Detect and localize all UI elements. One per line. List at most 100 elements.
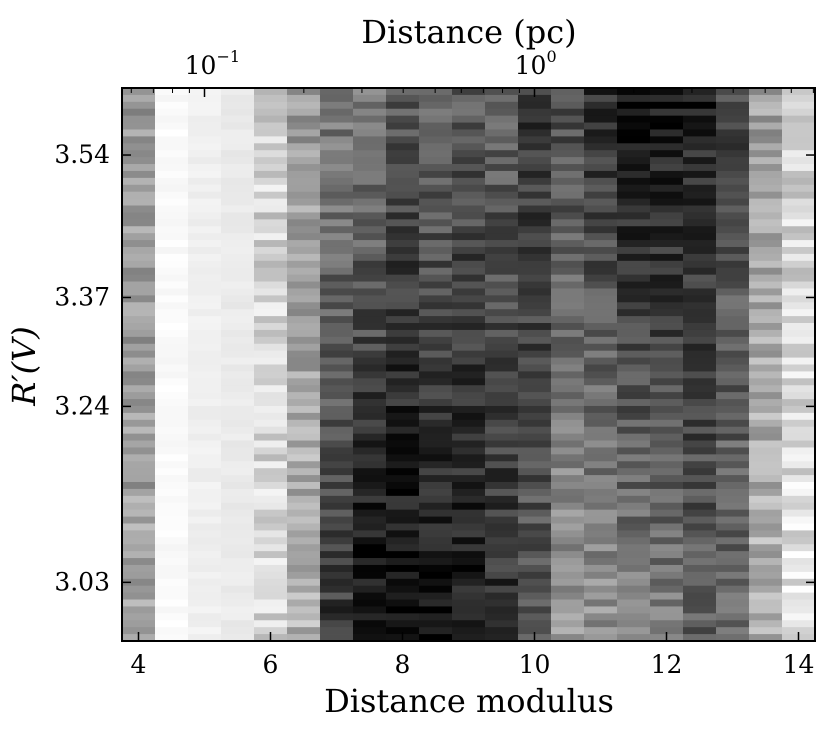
- heatmap-cell: [584, 191, 618, 199]
- heatmap-cell: [386, 578, 420, 587]
- heatmap-cell: [782, 309, 816, 317]
- heatmap-cell: [782, 150, 816, 158]
- heatmap-cell: [584, 184, 618, 193]
- heatmap-cell: [353, 371, 387, 379]
- heatmap-cell: [716, 233, 750, 241]
- heatmap-cell: [683, 240, 717, 248]
- heatmap-cell: [419, 440, 453, 448]
- heatmap-cell: [122, 267, 156, 276]
- heatmap-cell: [485, 475, 519, 483]
- heatmap-cell: [452, 136, 486, 144]
- heatmap-cell: [353, 191, 387, 199]
- heatmap-cell: [188, 482, 222, 490]
- heatmap-cell: [452, 281, 486, 289]
- heatmap-cell: [683, 378, 717, 386]
- heatmap-cell: [122, 177, 156, 186]
- heatmap-cell: [386, 101, 420, 110]
- heatmap-cell: [221, 516, 255, 524]
- heatmap-cell: [749, 468, 783, 476]
- heatmap-cell: [221, 288, 255, 296]
- heatmap-cell: [320, 592, 354, 600]
- heatmap-cell: [254, 329, 288, 338]
- heatmap-cell: [386, 544, 420, 552]
- heatmap-cell: [155, 157, 189, 165]
- heatmap-cell: [188, 426, 222, 435]
- heatmap-cell: [287, 385, 321, 393]
- heatmap-cell: [419, 94, 453, 103]
- heatmap-cell: [782, 502, 816, 511]
- heatmap-cell: [716, 613, 750, 621]
- heatmap-cell: [122, 509, 156, 517]
- heatmap-cell: [419, 329, 453, 338]
- heatmap-cell: [155, 509, 189, 517]
- heatmap-cell: [386, 219, 420, 227]
- heatmap-cell: [155, 260, 189, 269]
- heatmap-cell: [518, 198, 552, 206]
- heatmap-cell: [254, 108, 288, 117]
- heatmap-cell: [419, 564, 453, 573]
- heatmap-cell: [419, 392, 453, 400]
- heatmap-cell: [221, 184, 255, 193]
- heatmap-cell: [617, 447, 651, 455]
- heatmap-cell: [452, 170, 486, 179]
- heatmap-cell: [716, 634, 750, 642]
- heatmap-cell: [254, 620, 288, 628]
- heatmap-cell: [452, 571, 486, 580]
- heatmap-cell: [287, 343, 321, 352]
- heatmap-cell: [716, 101, 750, 110]
- heatmap-cell: [650, 184, 684, 193]
- heatmap-cell: [419, 599, 453, 607]
- heatmap-cell: [419, 634, 453, 642]
- heatmap-cell: [221, 198, 255, 206]
- heatmap-cell: [518, 592, 552, 600]
- heatmap-cell: [386, 253, 420, 262]
- heatmap-cell: [518, 523, 552, 531]
- heatmap-cell: [287, 530, 321, 538]
- heatmap-cell: [650, 578, 684, 587]
- heatmap-cell: [452, 184, 486, 193]
- heatmap-cell: [353, 495, 387, 504]
- heatmap-cell: [749, 440, 783, 448]
- heatmap-cell: [716, 295, 750, 303]
- heatmap-cell: [155, 136, 189, 144]
- heatmap-cell: [122, 502, 156, 511]
- heatmap-cell: [518, 551, 552, 559]
- heatmap-cell: [287, 392, 321, 400]
- heatmap-cell: [551, 371, 585, 379]
- heatmap-cell: [320, 170, 354, 179]
- heatmap-cell: [386, 143, 420, 151]
- heatmap-cell: [617, 613, 651, 621]
- heatmap-cell: [617, 233, 651, 241]
- heatmap-cell: [650, 157, 684, 165]
- top-tick-exponent: 0: [547, 47, 557, 66]
- heatmap-cell: [716, 399, 750, 407]
- heatmap-cell: [287, 253, 321, 262]
- heatmap-cell: [584, 164, 618, 172]
- heatmap-cell: [122, 371, 156, 379]
- heatmap-cell: [452, 253, 486, 262]
- heatmap-cell: [155, 364, 189, 372]
- heatmap-cell: [353, 184, 387, 193]
- heatmap-cell: [353, 240, 387, 248]
- heatmap-cell: [287, 461, 321, 469]
- heatmap-cell: [386, 495, 420, 504]
- heatmap-cell: [485, 164, 519, 172]
- heatmap-cell: [650, 357, 684, 365]
- heatmap-cell: [485, 101, 519, 110]
- heatmap-cell: [254, 495, 288, 504]
- heatmap-cell: [617, 143, 651, 151]
- heatmap-cell: [518, 537, 552, 545]
- heatmap-cell: [221, 281, 255, 289]
- heatmap-cell: [221, 447, 255, 455]
- heatmap-cell: [617, 198, 651, 206]
- heatmap-cell: [122, 136, 156, 144]
- heatmap-cell: [650, 523, 684, 531]
- heatmap-cell: [419, 461, 453, 469]
- heatmap-cell: [551, 523, 585, 531]
- heatmap-cell: [551, 329, 585, 338]
- heatmap-cell: [221, 253, 255, 262]
- heatmap-cell: [485, 323, 519, 331]
- heatmap-cell: [419, 558, 453, 566]
- heatmap-cell: [485, 295, 519, 303]
- heatmap-cell: [287, 136, 321, 144]
